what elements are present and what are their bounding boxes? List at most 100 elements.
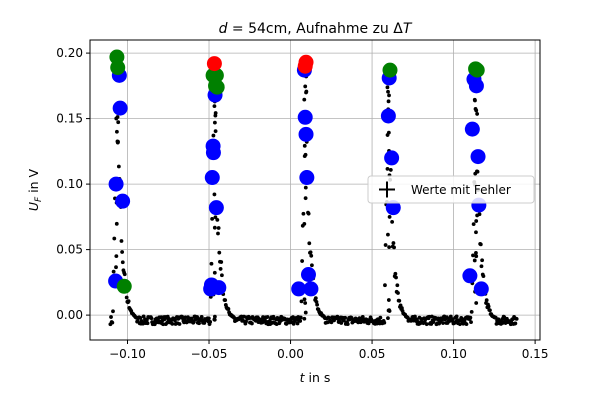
data-point bbox=[299, 299, 304, 304]
data-point bbox=[481, 274, 486, 278]
data-point bbox=[388, 168, 393, 172]
data-point bbox=[474, 254, 479, 259]
data-point bbox=[109, 315, 113, 319]
data-point bbox=[486, 304, 491, 309]
data-point bbox=[149, 316, 154, 321]
data-point bbox=[480, 258, 485, 263]
data-point bbox=[213, 111, 218, 115]
marker-green bbox=[110, 60, 126, 76]
data-point bbox=[223, 298, 228, 302]
data-point bbox=[475, 112, 480, 116]
data-point bbox=[441, 321, 445, 325]
data-point bbox=[303, 310, 308, 315]
data-point bbox=[303, 152, 308, 157]
data-point bbox=[170, 321, 175, 326]
marker-blue bbox=[291, 281, 307, 297]
data-point bbox=[115, 129, 119, 134]
data-point bbox=[313, 296, 318, 301]
data-point bbox=[303, 84, 308, 89]
data-point bbox=[124, 295, 129, 300]
data-point bbox=[303, 185, 308, 190]
data-point bbox=[309, 253, 314, 258]
data-point bbox=[119, 239, 124, 243]
data-point bbox=[301, 211, 306, 216]
data-point bbox=[387, 93, 391, 98]
data-point bbox=[110, 320, 115, 325]
data-point bbox=[212, 270, 217, 275]
data-point bbox=[112, 236, 117, 241]
data-point bbox=[306, 211, 311, 216]
data-point bbox=[212, 317, 217, 322]
data-point bbox=[385, 85, 390, 90]
data-point bbox=[197, 321, 201, 326]
data-point bbox=[385, 167, 390, 171]
data-point bbox=[386, 99, 391, 104]
data-point bbox=[468, 315, 473, 320]
data-point bbox=[484, 298, 489, 303]
data-point bbox=[473, 171, 478, 176]
marker-green bbox=[382, 62, 398, 78]
y-tick-label: 0.10 bbox=[56, 177, 83, 191]
series-green bbox=[109, 49, 485, 294]
x-tick-label: −0.05 bbox=[191, 347, 228, 361]
y-tick-label: 0.05 bbox=[56, 243, 83, 257]
marker-blue bbox=[298, 126, 314, 142]
data-point bbox=[206, 316, 211, 321]
data-point bbox=[120, 260, 125, 265]
axes: −0.10 −0.05 0.00 0.05 0.10 0.15 0.00 0.05 0.10 0.… bbox=[56, 46, 548, 361]
data-point bbox=[218, 267, 223, 271]
data-point bbox=[386, 232, 390, 237]
data-point bbox=[382, 320, 387, 325]
marker-blue bbox=[384, 150, 400, 166]
data-point bbox=[302, 297, 307, 302]
marker-blue bbox=[299, 170, 315, 186]
data-point bbox=[513, 321, 518, 326]
series-blue bbox=[108, 62, 489, 297]
data-point bbox=[339, 321, 344, 325]
marker-blue bbox=[205, 145, 221, 161]
data-point bbox=[315, 302, 320, 307]
data-point bbox=[478, 242, 483, 247]
data-point bbox=[386, 130, 391, 135]
data-point bbox=[116, 139, 120, 144]
data-point bbox=[302, 221, 307, 226]
grid bbox=[90, 40, 540, 340]
data-point bbox=[387, 309, 392, 313]
x-tick-label: 0.10 bbox=[440, 347, 467, 361]
marker-green bbox=[116, 278, 132, 294]
data-point bbox=[220, 273, 224, 278]
data-point bbox=[383, 283, 387, 288]
marker-blue bbox=[464, 121, 480, 137]
data-point bbox=[345, 322, 350, 326]
data-point bbox=[471, 222, 476, 227]
data-point bbox=[307, 241, 312, 246]
data-point bbox=[302, 143, 307, 148]
marker-blue bbox=[112, 100, 128, 116]
x-tick-label: −0.10 bbox=[109, 347, 146, 361]
data-point bbox=[386, 316, 390, 320]
marker-green bbox=[469, 62, 485, 78]
data-point bbox=[210, 217, 215, 221]
data-point bbox=[386, 89, 390, 94]
marker-blue bbox=[468, 78, 484, 94]
x-tick-label: 0.00 bbox=[277, 347, 304, 361]
data-point bbox=[212, 120, 217, 125]
data-point bbox=[199, 314, 204, 319]
data-point bbox=[514, 317, 519, 321]
data-point bbox=[265, 315, 270, 319]
data-point bbox=[390, 219, 395, 224]
data-point bbox=[217, 250, 222, 255]
marker-blue bbox=[462, 268, 478, 284]
data-point bbox=[302, 97, 307, 102]
data-point bbox=[211, 133, 216, 138]
data-point bbox=[474, 301, 479, 305]
data-point bbox=[329, 320, 334, 325]
y-tick-label: 0.20 bbox=[56, 46, 83, 60]
data-point bbox=[173, 318, 177, 323]
data-point bbox=[314, 299, 319, 304]
data-point bbox=[298, 315, 303, 320]
data-point bbox=[473, 107, 478, 111]
data-point bbox=[378, 315, 383, 320]
